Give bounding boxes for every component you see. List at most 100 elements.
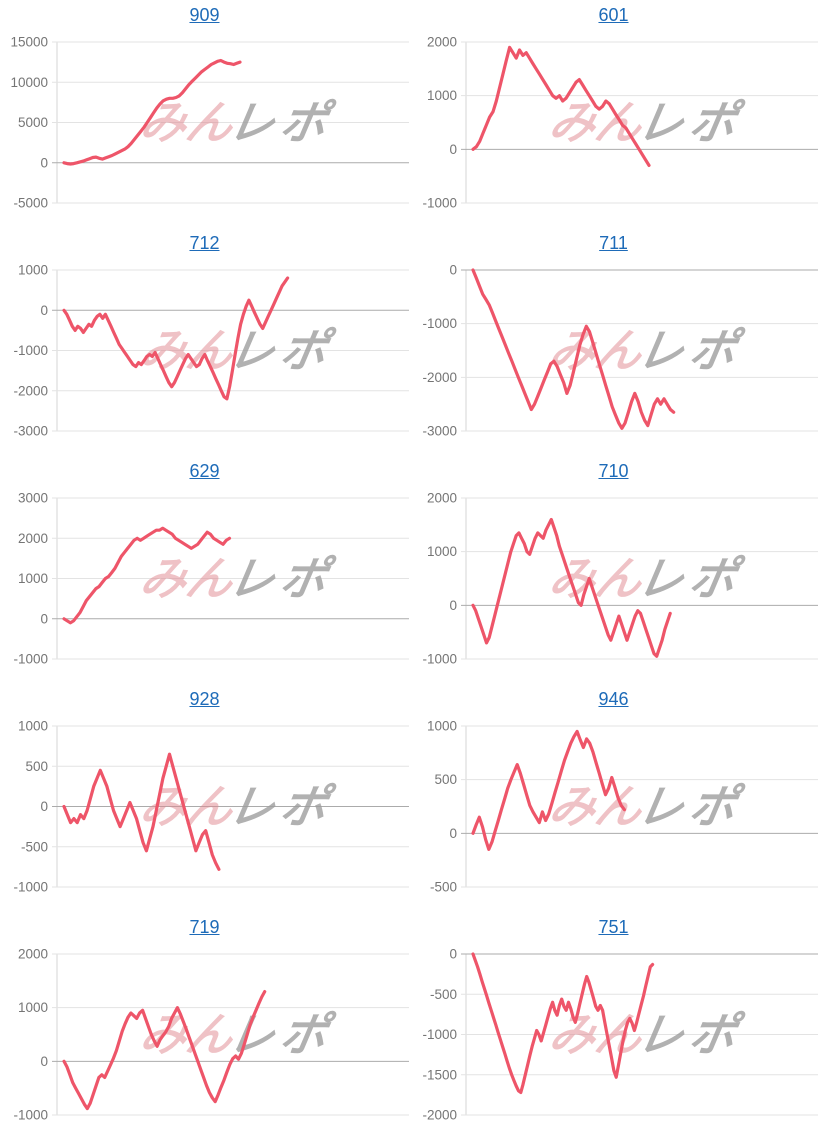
y-tick-label: 5000 [18, 115, 48, 130]
y-tick-label: -2000 [13, 383, 48, 398]
machine-number-link[interactable]: 712 [189, 233, 220, 253]
chart-title-row: 946 [409, 689, 818, 710]
y-tick-label: 1000 [18, 719, 48, 734]
y-tick-label: 0 [449, 947, 457, 962]
y-tick-label: 10000 [10, 75, 48, 90]
series-line [62, 58, 242, 166]
series-line [471, 952, 655, 1095]
y-tick-label: 3000 [18, 491, 48, 506]
y-tick-label: -500 [430, 880, 457, 895]
y-tick-label: 0 [449, 142, 457, 157]
machine-number-link[interactable]: 629 [189, 461, 220, 481]
y-tick-label: 2000 [427, 35, 457, 50]
chart-cell: 629 3000 2000 1000 0 -1000 みん レポ [0, 456, 409, 684]
machine-number-link[interactable]: 601 [598, 5, 629, 25]
watermark-gray-text: レポ [224, 325, 338, 377]
series-line [471, 517, 672, 658]
chart-cell: 712 1000 0 -1000 -2000 -3000 みん レポ [0, 228, 409, 456]
watermark-pink-text: みん [545, 1009, 648, 1061]
chart-title-row: 712 [0, 233, 409, 254]
machine-number-link[interactable]: 946 [598, 689, 629, 709]
y-tick-label: 0 [449, 263, 457, 278]
series-line [62, 526, 232, 625]
watermark-gray-text: レポ [633, 325, 747, 377]
machine-number-link[interactable]: 909 [189, 5, 220, 25]
y-tick-label: -500 [21, 839, 48, 854]
y-tick-label: 1000 [18, 571, 48, 586]
y-tick-label: 0 [40, 611, 48, 626]
y-tick-label: 0 [449, 826, 457, 841]
machine-number-link[interactable]: 928 [189, 689, 220, 709]
chart-cell: 601 2000 1000 0 -1000 みん レポ [409, 0, 818, 228]
y-tick-label: -1500 [422, 1067, 457, 1082]
series-line [471, 268, 676, 430]
y-tick-label: -5000 [13, 196, 48, 211]
chart-cell: 928 1000 500 0 -500 -1000 みん レポ [0, 684, 409, 912]
y-tick-label: -1000 [13, 652, 48, 667]
y-tick-label: 0 [449, 598, 457, 613]
chart-title-row: 719 [0, 917, 409, 938]
watermark-gray-text: レポ [633, 781, 747, 833]
chart-title-row: 601 [409, 5, 818, 26]
y-tick-label: -1000 [13, 880, 48, 895]
y-tick-label: -2000 [422, 1108, 457, 1123]
chart-title-row: 710 [409, 461, 818, 482]
y-tick-label: -1000 [13, 343, 48, 358]
y-tick-label: -1000 [422, 196, 457, 211]
series-line [62, 989, 267, 1111]
chart-title-row: 751 [409, 917, 818, 938]
machine-number-link[interactable]: 711 [599, 233, 628, 253]
y-tick-label: 2000 [427, 491, 457, 506]
y-tick-label: 500 [434, 772, 457, 787]
y-tick-label: 2000 [18, 947, 48, 962]
chart-cell: 909 15000 10000 5000 0 -5000 みん レポ [0, 0, 409, 228]
chart-cell: 719 2000 1000 0 -1000 みん レポ [0, 912, 409, 1140]
watermark-gray-text: レポ [224, 553, 338, 605]
machine-number-link[interactable]: 751 [598, 917, 629, 937]
y-tick-label: 1000 [18, 1000, 48, 1015]
watermark-gray-text: レポ [633, 553, 747, 605]
chart-cell: 946 1000 500 0 -500 みん レポ [409, 684, 818, 912]
watermark-pink-text: みん [545, 781, 648, 833]
machine-number-link[interactable]: 710 [598, 461, 629, 481]
watermark-gray-text: レポ [633, 1009, 747, 1061]
y-tick-label: 2000 [18, 531, 48, 546]
y-tick-label: 1000 [427, 88, 457, 103]
y-tick-label: 0 [40, 1054, 48, 1069]
watermark-gray-text: レポ [224, 781, 338, 833]
series-line [471, 45, 651, 167]
series-line [471, 729, 626, 851]
y-tick-label: -1000 [13, 1108, 48, 1123]
chart-title-row: 928 [0, 689, 409, 710]
y-tick-label: 1000 [18, 263, 48, 278]
machine-number-link[interactable]: 719 [189, 917, 220, 937]
y-tick-label: -2000 [422, 370, 457, 385]
y-tick-label: -3000 [13, 424, 48, 439]
watermark-pink-text: みん [136, 97, 239, 149]
y-tick-label: 1000 [427, 544, 457, 559]
y-tick-label: -1000 [422, 1027, 457, 1042]
watermark-pink-text: みん [136, 325, 239, 377]
chart-title-row: 909 [0, 5, 409, 26]
y-tick-label: -1000 [422, 652, 457, 667]
chart-cell: 711 0 -1000 -2000 -3000 みん レポ [409, 228, 818, 456]
chart-title-row: 711 [409, 233, 818, 254]
chart-cell: 710 2000 1000 0 -1000 みん レポ [409, 456, 818, 684]
y-tick-label: 1000 [427, 719, 457, 734]
watermark-gray-text: レポ [224, 97, 338, 149]
y-tick-label: 15000 [10, 35, 48, 50]
y-tick-label: 0 [40, 303, 48, 318]
y-tick-label: -3000 [422, 424, 457, 439]
y-tick-label: 500 [25, 759, 48, 774]
watermark-gray-text: レポ [633, 97, 747, 149]
chart-title-row: 629 [0, 461, 409, 482]
